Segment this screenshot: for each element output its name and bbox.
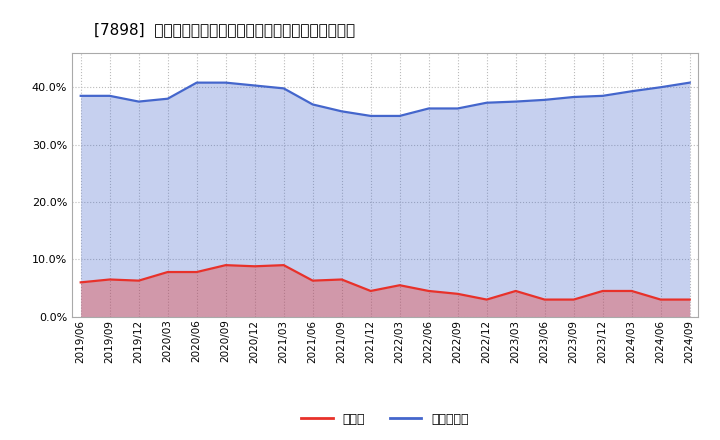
- Legend: 現須金, 有利子負債: 現須金, 有利子負債: [297, 407, 474, 430]
- 有利子負債: [163, 96, 172, 101]
- 現須金: [279, 263, 288, 268]
- Text: [7898]  現須金、有利子負債の総資産に対する比率の推移: [7898] 現須金、有利子負債の総資産に対する比率の推移: [94, 22, 355, 37]
- 有利子負債: [511, 99, 520, 104]
- 有利子負債: [105, 93, 114, 99]
- Line: 有利子負債: 有利子負債: [81, 83, 690, 116]
- 現須金: [482, 297, 491, 302]
- 有利子負債: [251, 83, 259, 88]
- 有利子負債: [541, 97, 549, 103]
- 現須金: [598, 288, 607, 293]
- 有利子負債: [657, 84, 665, 90]
- 現須金: [657, 297, 665, 302]
- 有利子負債: [685, 80, 694, 85]
- 有利子負債: [627, 88, 636, 94]
- 現須金: [366, 288, 375, 293]
- 有利子負債: [308, 102, 317, 107]
- 有利子負債: [454, 106, 462, 111]
- 現須金: [135, 278, 143, 283]
- 現須金: [511, 288, 520, 293]
- 現須金: [163, 269, 172, 275]
- 現須金: [570, 297, 578, 302]
- 現須金: [627, 288, 636, 293]
- 現須金: [541, 297, 549, 302]
- 現須金: [192, 269, 201, 275]
- 有利子負債: [221, 80, 230, 85]
- 有利子負債: [338, 109, 346, 114]
- 有利子負債: [366, 113, 375, 118]
- 現須金: [251, 264, 259, 269]
- 有利子負債: [482, 100, 491, 105]
- 現須金: [221, 263, 230, 268]
- 現須金: [308, 278, 317, 283]
- 有利子負債: [192, 80, 201, 85]
- 有利子負債: [424, 106, 433, 111]
- 有利子負債: [135, 99, 143, 104]
- 現須金: [105, 277, 114, 282]
- 現須金: [395, 282, 404, 288]
- 有利子負債: [395, 113, 404, 118]
- 有利子負債: [598, 93, 607, 99]
- 有利子負債: [570, 94, 578, 99]
- 現須金: [454, 291, 462, 297]
- 有利子負債: [76, 93, 85, 99]
- 現須金: [685, 297, 694, 302]
- 有利子負債: [279, 86, 288, 91]
- 現須金: [76, 280, 85, 285]
- 現須金: [424, 288, 433, 293]
- Line: 現須金: 現須金: [81, 265, 690, 300]
- 現須金: [338, 277, 346, 282]
